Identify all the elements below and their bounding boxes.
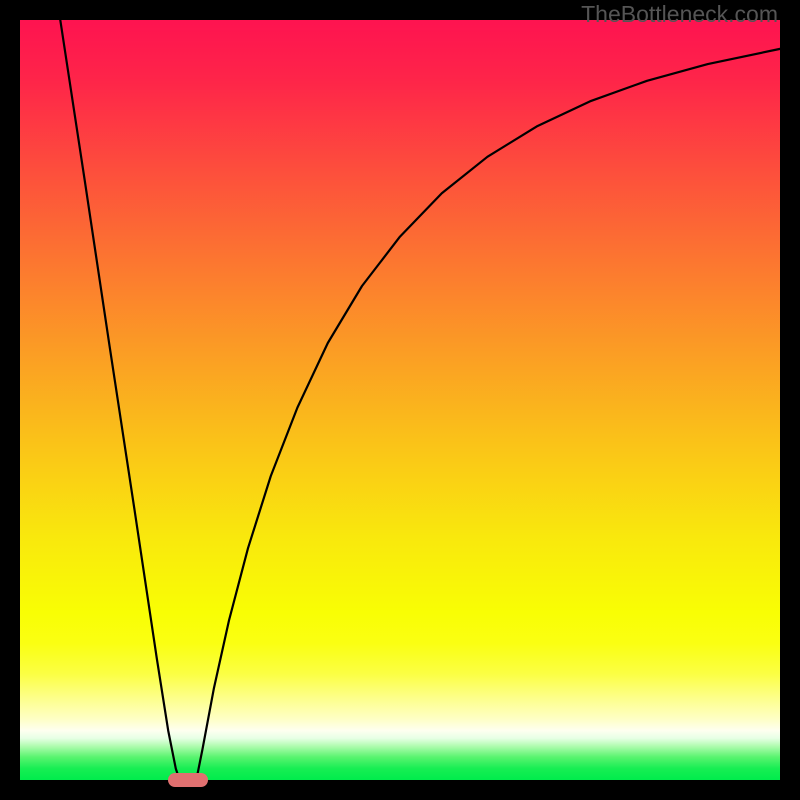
- curve-left-branch: [60, 20, 179, 780]
- minimum-marker: [168, 773, 208, 787]
- chart-container: TheBottleneck.com: [0, 0, 800, 800]
- curve-svg: [20, 20, 780, 780]
- attribution-label: TheBottleneck.com: [581, 1, 778, 28]
- curve-right-branch: [196, 49, 780, 780]
- plot-area: [20, 20, 780, 780]
